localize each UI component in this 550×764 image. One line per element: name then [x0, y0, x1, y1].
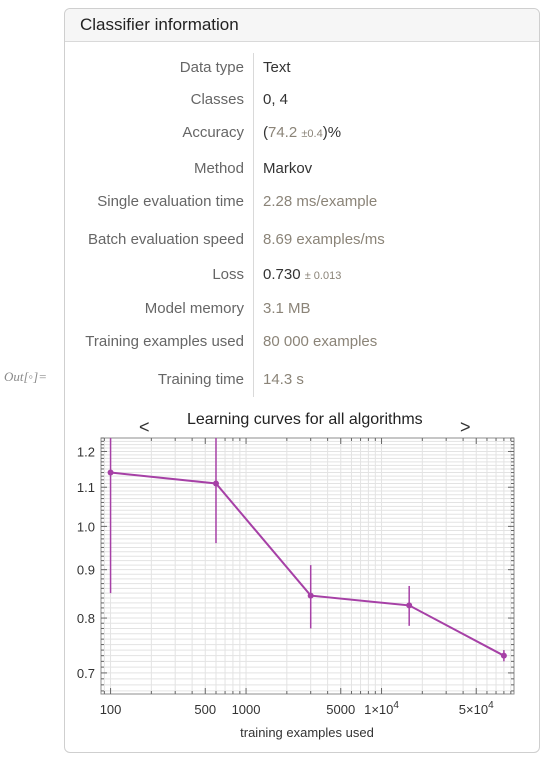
row-model-memory: Model memory 3.1 MB [65, 297, 539, 321]
data-point [500, 652, 507, 659]
row-label: Training time [157, 371, 244, 388]
classifier-info-panel: Classifier information Data type Text Cl… [64, 8, 540, 753]
data-point [406, 602, 413, 609]
y-tick-label: 1.1 [77, 480, 95, 495]
x-axis-label: training examples used [240, 725, 374, 740]
row-label: Classes [190, 91, 244, 108]
row-label: Model memory [144, 300, 244, 317]
output-cell-label: Out[◦]= [4, 369, 47, 384]
data-point [107, 469, 114, 476]
x-tick-label: 500 [194, 702, 216, 717]
row-label: Single evaluation time [97, 193, 244, 210]
accuracy-uncertainty: ±0.4 [301, 128, 323, 140]
y-tick-label: 0.8 [77, 611, 95, 626]
chart-title: Learning curves for all algorithms [187, 411, 423, 428]
row-value: 0.730 ± 0.013 [263, 266, 341, 283]
x-tick-label: 1×104 [364, 700, 399, 717]
row-single-eval-time: Single evaluation time 2.28 ms/example [65, 190, 539, 214]
row-training-time: Training time 14.3 s [65, 368, 539, 392]
row-value: (74.2 ±0.4)% [263, 124, 341, 141]
panel-header: Classifier information [65, 9, 539, 42]
accuracy-main: 74.2 [268, 124, 298, 141]
axis-ticks: 100 500 1000 5000 1×104 5×104 0.7 0.8 0.9 1.0 1.1 1… [77, 437, 514, 717]
y-tick-label: 1.2 [77, 444, 95, 459]
chart-grid [101, 437, 514, 694]
row-label: Loss [212, 266, 244, 283]
y-tick-label: 0.9 [77, 563, 95, 578]
row-data-type: Data type Text [65, 56, 539, 80]
row-value: 2.28 ms/example [263, 193, 378, 210]
row-accuracy: Accuracy (74.2 ±0.4)% [65, 121, 539, 145]
x-tick-label: 1000 [232, 702, 261, 717]
row-label: Data type [179, 59, 244, 76]
plot-frame [100, 437, 515, 695]
row-value: Markov [263, 160, 313, 177]
y-tick-label: 0.7 [77, 666, 95, 681]
column-separator [253, 53, 254, 397]
x-tick-label: 5×104 [459, 700, 494, 717]
accuracy-open: ( [263, 124, 268, 141]
next-chart-button[interactable]: > [460, 417, 471, 437]
accuracy-close: )% [322, 124, 342, 141]
row-label: Training examples used [85, 333, 244, 350]
y-tick-label: 1.0 [77, 519, 95, 534]
row-label: Method [193, 160, 244, 177]
previous-chart-button[interactable]: < [139, 417, 150, 437]
row-value: 80 000 examples [263, 333, 378, 350]
row-classes: Classes 0, 4 [65, 88, 539, 112]
learning-curve-chart: 100 500 1000 5000 1×104 5×104 0.7 0.8 0.9 1.0 1.1 1… [77, 437, 515, 740]
loss-main: 0.730 [263, 266, 301, 283]
row-batch-eval-speed: Batch evaluation speed 8.69 examples/ms [65, 228, 539, 252]
row-value: Text [263, 59, 291, 76]
panel-title: Classifier information [80, 15, 239, 34]
x-tick-label: 100 [100, 702, 122, 717]
row-value: 0, 4 [263, 91, 289, 108]
row-value: 3.1 MB [263, 300, 311, 317]
loss-uncertainty: ± 0.013 [304, 270, 342, 282]
row-loss: Loss 0.730 ± 0.013 [65, 263, 539, 287]
row-training-examples: Training examples used 80 000 examples [65, 330, 539, 354]
chart-series [107, 438, 507, 662]
row-method: Method Markov [65, 157, 539, 181]
row-value: 8.69 examples/ms [263, 231, 385, 248]
x-tick-label: 5000 [326, 702, 355, 717]
row-label: Accuracy [182, 124, 244, 141]
data-point [307, 592, 314, 599]
row-label: Batch evaluation speed [88, 231, 244, 248]
row-value: 14.3 s [263, 371, 304, 388]
data-point [212, 480, 219, 487]
